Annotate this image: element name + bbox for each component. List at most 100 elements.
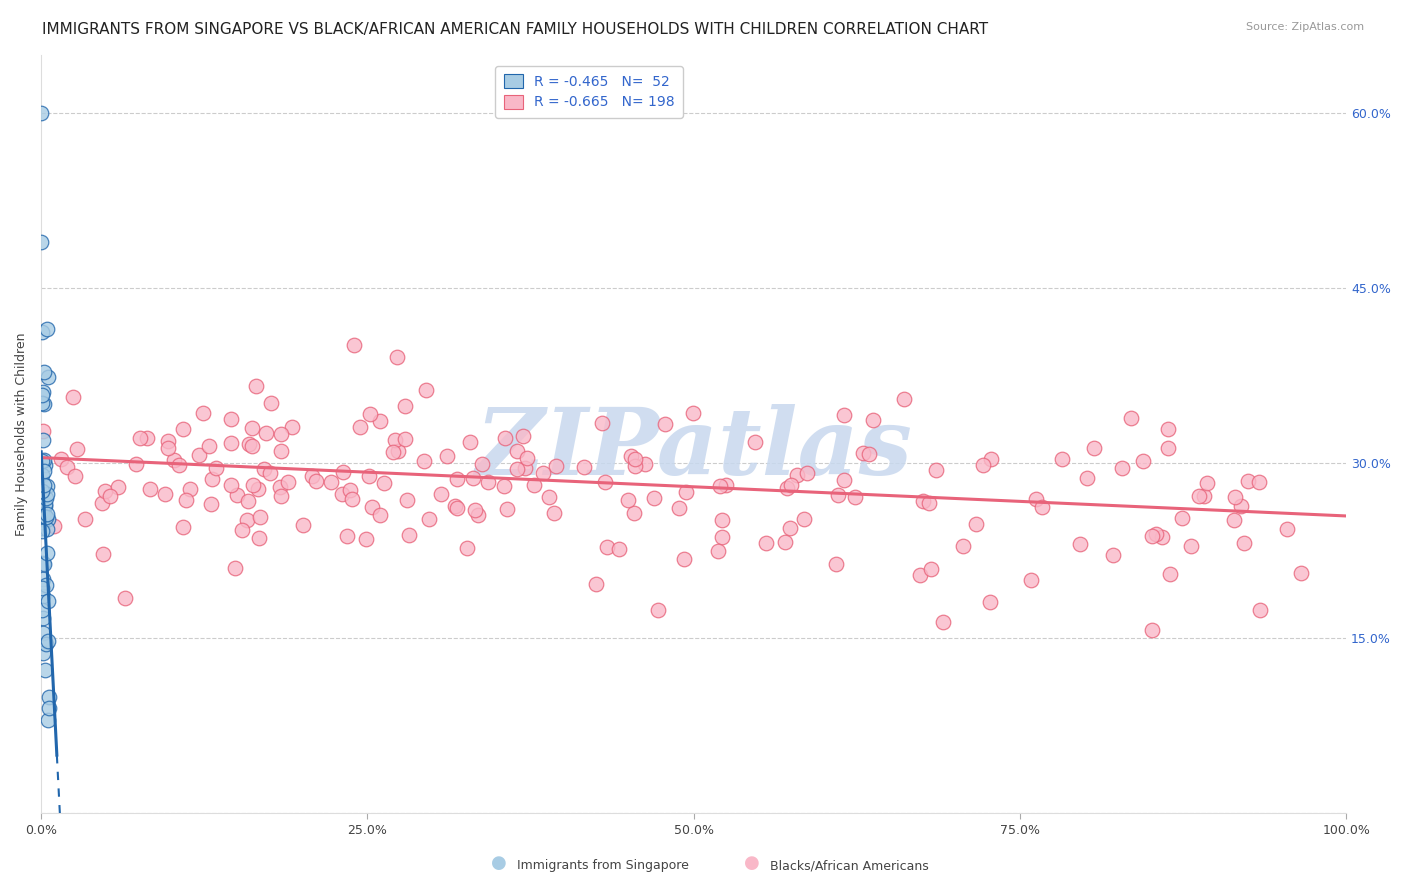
Point	[1223, 490, 1246, 504]
Point	[979, 595, 1001, 609]
Point	[259, 466, 281, 480]
Point	[456, 541, 478, 556]
Point	[1111, 461, 1133, 475]
Point	[30, 235, 52, 249]
Point	[418, 512, 440, 526]
Point	[844, 490, 866, 504]
Point	[911, 493, 934, 508]
Point	[1050, 452, 1073, 467]
Point	[755, 535, 778, 549]
Point	[34, 637, 56, 651]
Point	[55, 459, 77, 474]
Point	[163, 453, 186, 467]
Point	[31, 646, 53, 660]
Point	[260, 396, 283, 410]
Point	[281, 420, 304, 434]
Point	[37, 634, 59, 648]
Point	[221, 412, 243, 426]
Point	[200, 498, 222, 512]
Point	[1236, 475, 1258, 489]
Point	[34, 499, 56, 513]
Point	[779, 478, 801, 492]
Point	[205, 461, 228, 475]
Point	[373, 475, 395, 490]
Point	[32, 507, 55, 521]
Point	[292, 517, 315, 532]
Point	[1188, 489, 1211, 503]
Point	[254, 426, 277, 441]
Point	[225, 488, 247, 502]
Point	[827, 488, 849, 502]
Text: IMMIGRANTS FROM SINGAPORE VS BLACK/AFRICAN AMERICAN FAMILY HOUSEHOLDS WITH CHILD: IMMIGRANTS FROM SINGAPORE VS BLACK/AFRIC…	[42, 22, 988, 37]
Point	[340, 491, 363, 506]
Point	[270, 489, 292, 503]
Point	[398, 528, 420, 542]
Point	[1031, 500, 1053, 515]
Point	[634, 457, 657, 471]
Point	[349, 420, 371, 434]
Point	[396, 493, 419, 508]
Point	[32, 366, 55, 380]
Point	[31, 524, 53, 538]
Point	[330, 487, 353, 501]
Point	[354, 533, 377, 547]
Point	[852, 446, 875, 460]
Point	[616, 493, 638, 508]
Point	[359, 469, 381, 483]
Point	[744, 434, 766, 449]
Point	[270, 427, 292, 442]
Point	[221, 477, 243, 491]
Point	[430, 487, 453, 501]
Point	[593, 475, 616, 490]
Point	[336, 529, 359, 543]
Point	[714, 478, 737, 492]
Point	[1157, 442, 1180, 456]
Point	[387, 444, 409, 458]
Point	[673, 552, 696, 566]
Point	[918, 496, 941, 510]
Point	[1171, 510, 1194, 524]
Point	[35, 491, 58, 505]
Point	[125, 457, 148, 471]
Point	[34, 458, 56, 473]
Point	[253, 462, 276, 476]
Point	[238, 436, 260, 450]
Point	[34, 663, 56, 677]
Point	[1180, 539, 1202, 553]
Point	[543, 506, 565, 520]
Point	[342, 337, 364, 351]
Point	[38, 701, 60, 715]
Point	[467, 508, 489, 523]
Point	[305, 474, 328, 488]
Point	[128, 431, 150, 445]
Point	[1144, 527, 1167, 541]
Point	[494, 431, 516, 445]
Point	[37, 322, 59, 336]
Point	[32, 572, 55, 586]
Point	[464, 502, 486, 516]
Point	[773, 535, 796, 549]
Point	[1249, 603, 1271, 617]
Point	[169, 458, 191, 472]
Point	[339, 483, 361, 498]
Point	[269, 480, 291, 494]
Point	[585, 577, 607, 591]
Point	[198, 440, 221, 454]
Point	[385, 350, 408, 364]
Point	[66, 442, 89, 456]
Y-axis label: Family Households with Children: Family Households with Children	[15, 333, 28, 536]
Point	[240, 439, 263, 453]
Point	[506, 461, 529, 475]
Point	[224, 561, 246, 575]
Point	[35, 510, 58, 524]
Point	[31, 454, 53, 468]
Point	[361, 500, 384, 515]
Point	[444, 499, 467, 513]
Point	[38, 690, 60, 704]
Point	[246, 482, 269, 496]
Point	[965, 517, 987, 532]
Point	[574, 460, 596, 475]
Point	[321, 475, 343, 490]
Point	[35, 577, 58, 591]
Point	[31, 502, 53, 516]
